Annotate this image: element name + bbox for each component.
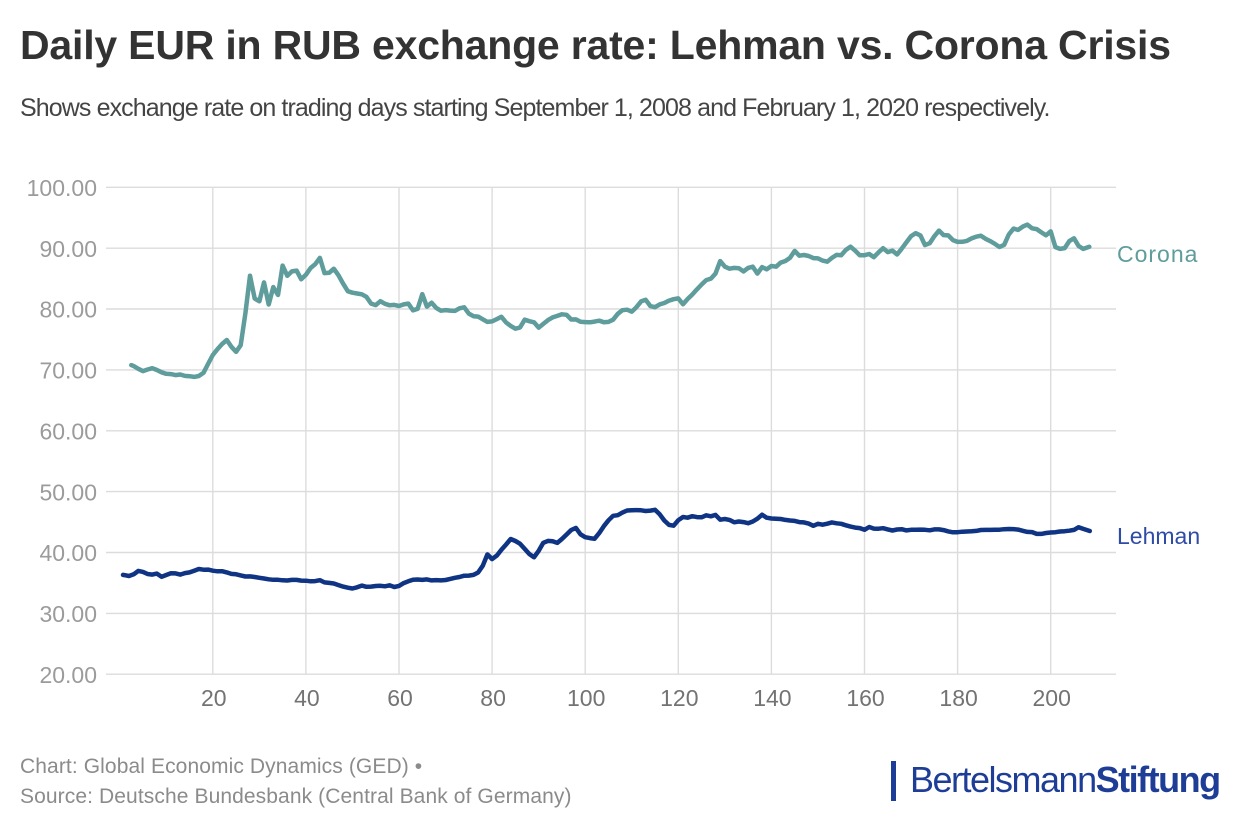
svg-text:50.00: 50.00	[39, 479, 97, 505]
svg-text:Corona: Corona	[1117, 241, 1198, 267]
svg-text:180: 180	[939, 685, 977, 711]
svg-text:140: 140	[753, 685, 791, 711]
svg-text:80: 80	[480, 685, 506, 711]
svg-text:20.00: 20.00	[39, 662, 97, 688]
svg-text:40: 40	[294, 685, 320, 711]
svg-text:160: 160	[846, 685, 884, 711]
svg-text:60: 60	[387, 685, 413, 711]
svg-text:60.00: 60.00	[39, 419, 97, 445]
svg-text:200: 200	[1033, 685, 1071, 711]
svg-text:20: 20	[201, 685, 227, 711]
svg-text:Lehman: Lehman	[1117, 523, 1200, 549]
svg-text:100: 100	[567, 685, 605, 711]
svg-text:40.00: 40.00	[39, 540, 97, 566]
svg-text:120: 120	[660, 685, 698, 711]
svg-text:30.00: 30.00	[39, 601, 97, 627]
svg-text:80.00: 80.00	[39, 297, 97, 323]
svg-text:100.00: 100.00	[27, 175, 97, 201]
svg-text:90.00: 90.00	[39, 236, 97, 262]
svg-text:70.00: 70.00	[39, 358, 97, 384]
